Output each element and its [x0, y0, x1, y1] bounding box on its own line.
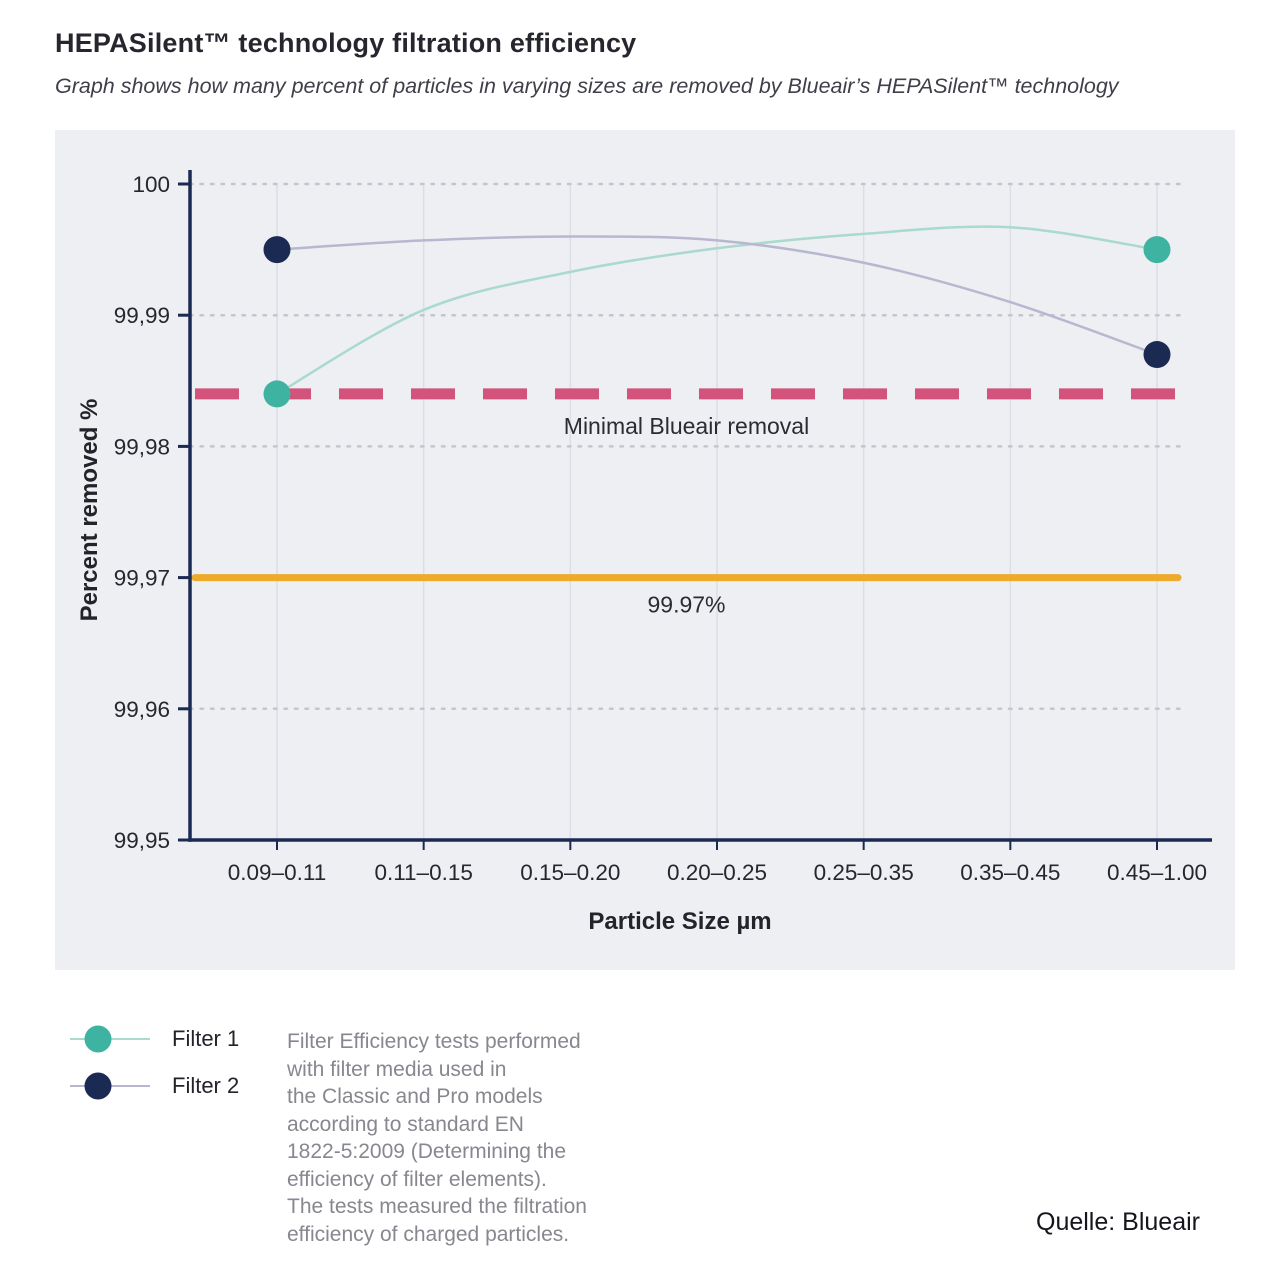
svg-text:Minimal Blueair removal: Minimal Blueair removal [564, 413, 809, 439]
svg-text:0.09–0.11: 0.09–0.11 [228, 860, 326, 885]
x-axis-label: Particle Size µm [588, 908, 772, 935]
svg-text:0.15–0.20: 0.15–0.20 [520, 860, 620, 885]
chart-legend: Filter 1 Filter 2 [70, 1022, 239, 1116]
chart-canvas: Minimal Blueair removal 99.97% 100 99,99 99,… [114, 170, 1212, 885]
svg-text:99,95: 99,95 [114, 828, 170, 853]
legend-label-filter-2: Filter 2 [172, 1073, 240, 1098]
methodology-note: Filter Efficiency tests performed with f… [287, 1030, 587, 1246]
legend-item-filter-1: Filter 1 [70, 1022, 239, 1056]
svg-text:99,97: 99,97 [114, 566, 170, 591]
svg-text:0.11–0.15: 0.11–0.15 [374, 860, 472, 885]
svg-text:99,99: 99,99 [114, 303, 170, 328]
svg-text:0.25–0.35: 0.25–0.35 [814, 860, 914, 885]
svg-text:0.20–0.25: 0.20–0.25 [667, 860, 767, 885]
filtration-chart: Minimal Blueair removal 99.97% 100 99,99 99,… [55, 130, 1235, 970]
svg-text:99,98: 99,98 [114, 434, 170, 459]
y-axis-label: Percent removed % [76, 398, 103, 622]
filter-1-swatch-icon [70, 1025, 150, 1053]
svg-text:99,96: 99,96 [114, 697, 170, 722]
svg-text:100: 100 [132, 172, 170, 197]
source-credit: Quelle: Blueair [1036, 1208, 1200, 1236]
page-title: HEPASilent™ technology filtration effici… [55, 28, 637, 58]
svg-text:0.45–1.00: 0.45–1.00 [1107, 860, 1207, 885]
page-subtitle: Graph shows how many percent of particle… [55, 74, 1119, 98]
svg-text:99.97%: 99.97% [647, 592, 725, 618]
legend-item-filter-2: Filter 2 [70, 1069, 239, 1103]
filter-2-swatch-icon [70, 1072, 150, 1100]
svg-text:0.35–0.45: 0.35–0.45 [960, 860, 1060, 885]
legend-label-filter-1: Filter 1 [172, 1026, 240, 1051]
